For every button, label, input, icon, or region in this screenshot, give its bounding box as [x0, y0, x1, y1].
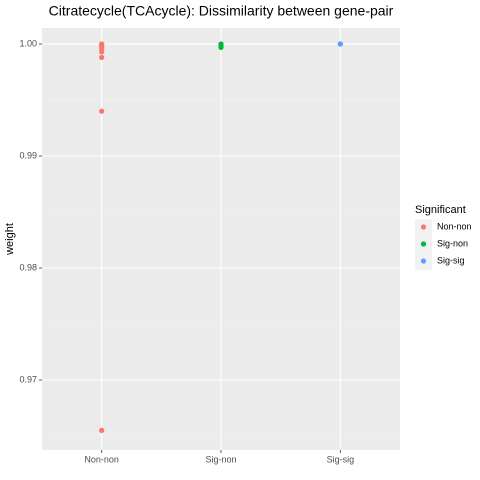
y-tick-label: 0.98	[19, 262, 37, 272]
y-tick-label: 1.00	[19, 38, 37, 48]
point	[99, 49, 105, 55]
y-tick-label: 0.97	[19, 374, 37, 384]
legend-marker	[420, 224, 427, 230]
x-tick-label: Sig-non	[205, 454, 236, 464]
legend-label: Sig-sig	[437, 255, 465, 265]
point	[99, 108, 105, 114]
legend-marker	[420, 241, 427, 247]
point	[337, 41, 343, 47]
x-tick-label: Non-non	[84, 454, 119, 464]
legend-marker	[420, 258, 427, 264]
legend-label: Non-non	[437, 221, 472, 231]
chart-title: Citratecycle(TCAcycle): Dissimilarity be…	[49, 3, 394, 19]
y-axis-title: weight	[4, 223, 16, 256]
legend-label: Sig-non	[437, 238, 468, 248]
point	[99, 427, 105, 434]
y-tick-label: 0.99	[19, 150, 37, 160]
point	[218, 44, 224, 50]
point	[99, 54, 105, 61]
x-tick-label: Sig-sig	[327, 454, 355, 464]
legend-title: Significant	[415, 204, 466, 216]
